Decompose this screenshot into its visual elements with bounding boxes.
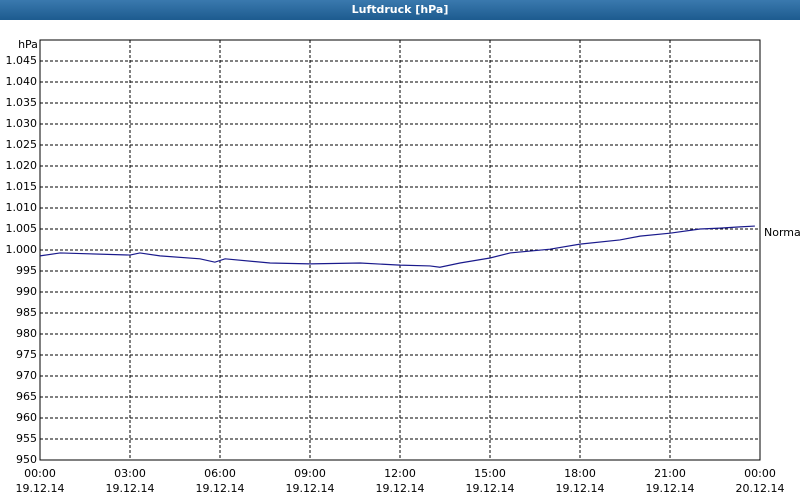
y-tick-label: 975: [16, 348, 37, 361]
y-tick-label: 1.020: [6, 159, 38, 172]
y-tick-label: 955: [16, 432, 37, 445]
x-tick-label: 03:00 19.12.14: [105, 467, 155, 495]
x-tick-label: 15:00 19.12.14: [465, 467, 515, 495]
data-line: [39, 225, 755, 268]
x-tick-label: 09:00 19.12.14: [285, 467, 335, 495]
y-tick-label: 1.025: [6, 138, 38, 151]
legend-label: Normal: [764, 226, 800, 239]
y-tick-label: 990: [16, 285, 37, 298]
y-axis-label: hPa: [18, 38, 38, 51]
title-bar: Luftdruck [hPa]: [0, 0, 800, 20]
y-tick-label: 1.010: [6, 201, 38, 214]
y-tick-label: 970: [16, 369, 37, 382]
y-tick-label: 995: [16, 264, 37, 277]
y-tick-label: 1.015: [6, 180, 38, 193]
y-tick-label: 1.035: [6, 96, 38, 109]
y-tick-label: 980: [16, 327, 37, 340]
y-tick-label: 985: [16, 306, 37, 319]
y-tick-label: 1.040: [6, 75, 38, 88]
x-tick-label: 18:00 19.12.14: [555, 467, 605, 495]
x-tick-label: 12:00 19.12.14: [375, 467, 425, 495]
y-tick-label: 1.045: [6, 54, 38, 67]
y-tick-label: 960: [16, 411, 37, 424]
x-tick-label: 00:00 20.12.14: [735, 467, 785, 495]
y-tick-label: 1.005: [6, 222, 38, 235]
x-tick-label: 21:00 19.12.14: [645, 467, 695, 495]
x-tick-label: 06:00 19.12.14: [195, 467, 245, 495]
y-tick-label: 1.030: [6, 117, 38, 130]
y-tick-label: 950: [16, 453, 37, 466]
y-tick-label: 1.000: [6, 243, 38, 256]
y-tick-label: 965: [16, 390, 37, 403]
x-tick-label: 00:00 19.12.14: [15, 467, 65, 495]
